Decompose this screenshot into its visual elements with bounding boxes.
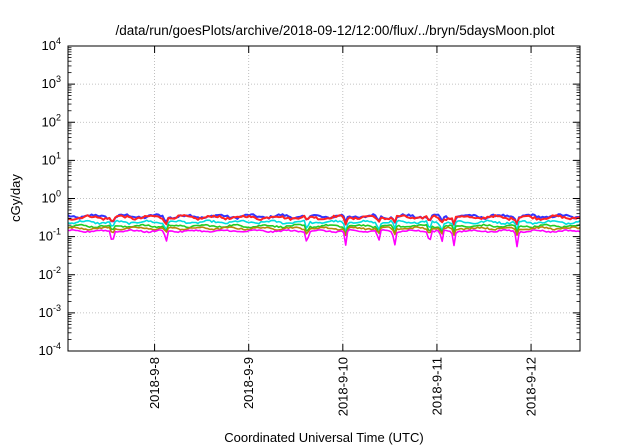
y-axis: 10-4 10-3 10-2 10-1 100 101 102 103 104 <box>39 36 580 358</box>
y-tick-label: 102 <box>42 112 61 129</box>
x-tick-label: 2018-9-9 <box>241 357 256 409</box>
y-tick-label: 103 <box>42 74 61 91</box>
series-line-5 <box>67 226 581 237</box>
series-group <box>67 213 581 248</box>
y-tick-label: 104 <box>42 36 61 53</box>
y-axis-label: cGy/day <box>8 174 23 222</box>
series-line-2 <box>67 214 581 226</box>
grid <box>68 46 580 351</box>
x-tick-label: 2018-9-10 <box>335 357 350 416</box>
x-tick-label: 2018-9-12 <box>524 357 539 416</box>
chart-title: /data/run/goesPlots/archive/2018-09-12/1… <box>115 23 554 38</box>
series-line-3 <box>67 219 581 234</box>
x-axis: 2018-9-8 2018-9-9 2018-9-10 2018-9-11 2018-9… <box>147 46 539 416</box>
x-axis-label: Coordinated Universal Time (UTC) <box>224 430 423 445</box>
y-tick-label: 10-3 <box>39 303 61 320</box>
y-tick-label: 10-4 <box>39 341 61 358</box>
series-line-4 <box>67 223 581 236</box>
y-tick-label: 101 <box>42 150 61 167</box>
y-tick-label: 10-2 <box>39 265 61 282</box>
y-tick-label: 10-1 <box>39 227 61 244</box>
x-tick-label: 2018-9-8 <box>147 357 162 409</box>
y-tick-label: 100 <box>42 189 61 206</box>
series-line-6 <box>67 228 581 248</box>
x-tick-label: 2018-9-11 <box>429 357 444 415</box>
